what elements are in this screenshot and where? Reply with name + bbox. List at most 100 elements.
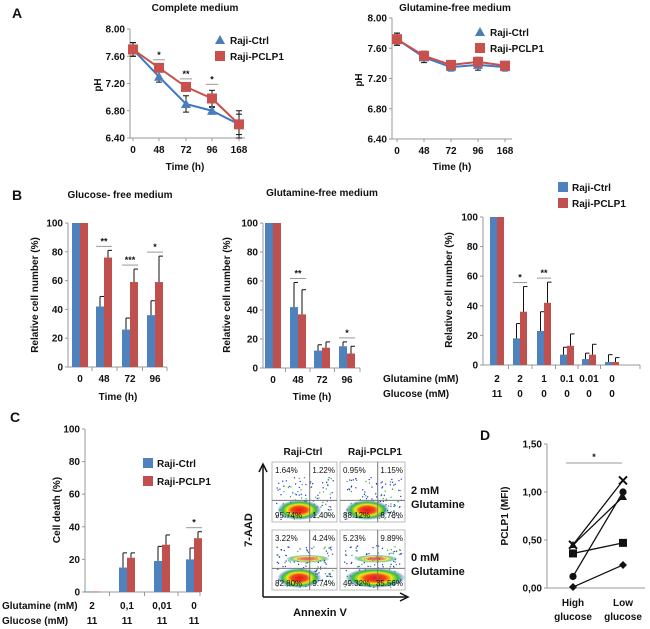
y-tick-label: 6.40 [368,135,388,146]
flow-event-dot [384,490,386,492]
flow-event-dot [363,561,365,564]
flow-event-dot [328,515,330,517]
bar-raji-pclp1 [520,311,527,365]
flow-event-dot [398,506,401,509]
data-point [500,60,510,71]
flow-event-dot [345,550,347,552]
flow-event-dot [287,546,289,548]
flow-event-dot [388,512,390,514]
flow-event-dot [319,492,321,494]
y-tick-label: 40 [69,522,81,533]
panel-label-b: B [12,187,22,203]
flow-event-dot [400,553,402,555]
y-axis-label: PCLP1 (MFI) [500,487,511,546]
y-tick-label: 1,50 [523,440,543,451]
data-point [154,71,164,81]
quadrant-percentage: 3.22% [275,534,298,543]
flow-event-dot [318,517,320,519]
flow-event-dot [368,553,370,555]
flow-event-dot [280,494,282,496]
flow-event-dot [317,494,319,496]
bar-raji-ctrl [72,223,80,367]
flow-event-dot [364,491,366,493]
flow-event-dot [325,503,327,505]
bar-raji-ctrl [84,591,92,593]
y-tick-label: 0,50 [523,536,543,547]
flow-event-dot [400,495,402,498]
flow-event-dot [277,489,279,491]
flow-event-dot [371,498,373,500]
y-axis-label: Relative cell number (%) [222,237,233,353]
y-axis-label: Cell death (%) [52,477,63,543]
bar-raji-pclp1 [589,354,596,365]
bar-raji-ctrl [290,307,298,368]
flow-event-dot [349,489,351,491]
flow-event-dot [326,481,328,484]
bar-raji-ctrl [582,359,589,365]
quadrant-percentage: 49.32% [343,579,370,588]
flow-event-dot [375,482,378,485]
flow-event-dot [278,482,280,484]
flow-event-dot [330,546,332,548]
flow-event-dot [330,549,332,551]
flow-event-dot [277,554,279,556]
data-point [128,44,138,55]
flow-event-dot [290,486,292,488]
data-point [181,81,191,92]
flow-event-dot [369,565,372,568]
arrowhead-icon [258,462,268,473]
y-tick-label: 6.40 [106,134,126,145]
flow-event-dot [399,549,402,551]
flow-event-dot [390,586,392,588]
cross-stroke [618,475,628,486]
bar-raji-pclp1 [127,557,135,592]
flow-event-dot [307,551,310,553]
flow-event-dot [276,515,278,517]
y-tick-label: 20 [69,555,81,566]
quadrant-percentage: 1.40% [312,511,335,520]
flow-event-dot [322,491,325,493]
bar-raji-pclp1 [567,345,574,365]
flow-event-dot [381,564,384,566]
legend-label: Raji-Ctrl [230,36,269,47]
paired-line [572,480,624,546]
y-axis-label: Relative cell number (%) [444,232,455,348]
flow-event-dot [309,482,311,484]
significance-marker: * [192,518,196,528]
row-value: 0 [609,389,615,400]
flow-column-title: Raji-PCLP1 [348,447,402,458]
panel-label-d: D [480,427,490,443]
flow-event-dot [327,479,329,481]
flow-event-dot [345,513,347,515]
significance-marker: ** [540,268,548,278]
flow-event-dot [327,484,329,486]
flow-event-dot [278,556,281,558]
flow-event-dot [390,511,392,513]
flow-event-dot [305,547,307,549]
data-point-diamond [619,560,627,569]
flow-row-label: Glutamine [411,499,465,511]
data-point [446,59,456,70]
flow-event-dot [324,546,326,548]
flow-event-dot [344,586,346,588]
significance-marker: * [592,452,596,462]
legend-marker [475,43,485,53]
flow-event-dot [356,479,358,482]
flow-event-dot [293,477,296,479]
quadrant-percentage: 0.95% [343,466,366,475]
flow-event-dot [372,547,374,549]
flow-event-dot [345,554,347,557]
flow-event-dot [288,546,290,548]
flow-event-dot [328,547,330,549]
flow-plot [271,529,338,591]
x-tick-label: 48 [98,374,110,385]
flow-event-dot [330,509,332,511]
flow-density-cluster [353,554,398,563]
row-label: Glucose (mM) [2,616,68,627]
flow-event-dot [355,547,357,549]
significance-marker: ** [294,268,302,278]
flow-event-dot [322,585,324,587]
data-point [234,119,244,130]
legend-swatch [143,476,153,486]
